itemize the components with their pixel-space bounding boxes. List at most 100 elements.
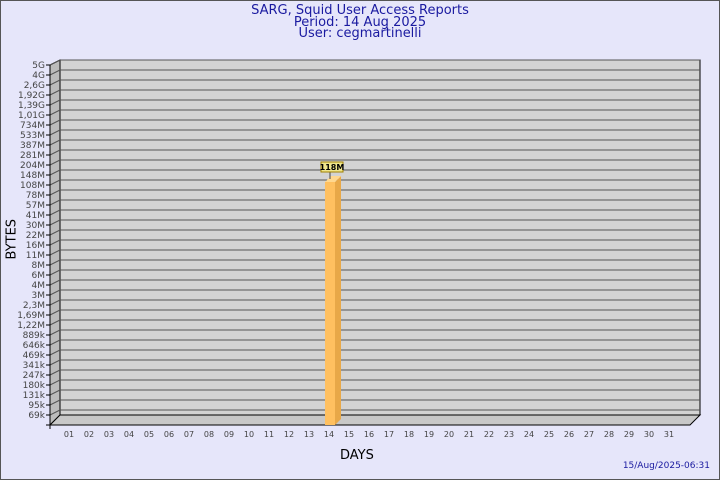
x-tick-label: 03 — [104, 430, 114, 439]
x-tick-label: 28 — [604, 430, 614, 439]
gridline-side — [49, 129, 61, 136]
y-tick-label: 204M — [20, 161, 45, 171]
y-tick-label: 131k — [23, 391, 46, 401]
gridline-side — [49, 69, 61, 76]
gridline-side — [49, 279, 61, 286]
gridline-side — [49, 259, 61, 266]
y-tick-label: 1,69M — [17, 311, 45, 321]
gridline-side — [49, 269, 61, 276]
y-axis-label: BYTES — [4, 218, 20, 260]
gridline-side — [49, 59, 61, 66]
x-tick-label: 07 — [184, 430, 194, 439]
x-tick-label: 18 — [404, 430, 414, 439]
y-tick-label: 41M — [26, 211, 45, 221]
bar-side — [335, 176, 341, 425]
y-tick-label: 30M — [26, 221, 45, 231]
gridline-side — [49, 399, 61, 406]
bar-top — [325, 176, 341, 182]
y-tick-label: 22M — [26, 231, 45, 241]
y-tick-label: 2,3M — [23, 301, 45, 311]
y-tick-label: 1,22M — [17, 321, 45, 331]
gridline-side — [49, 229, 61, 236]
gridline-side — [49, 359, 61, 366]
y-tick-label: 180k — [23, 381, 46, 391]
y-tick-label: 16M — [26, 241, 45, 251]
gridline-side — [49, 179, 61, 186]
gridline-side — [49, 199, 61, 206]
gridline-side — [49, 409, 61, 416]
y-tick-label: 148M — [20, 171, 45, 181]
y-tick-label: 387M — [20, 141, 45, 151]
gridline-side — [49, 149, 61, 156]
x-tick-label: 24 — [524, 430, 534, 439]
x-tick-label: 16 — [364, 430, 374, 439]
x-tick-label: 29 — [624, 430, 634, 439]
x-tick-label: 12 — [284, 430, 294, 439]
gridline-side — [49, 209, 61, 216]
gridline-side — [49, 189, 61, 196]
data-label-box — [320, 161, 344, 173]
x-tick-label: 05 — [144, 430, 154, 439]
y-tick-label: 1,01G — [18, 111, 45, 121]
y-tick-label: 69k — [28, 411, 45, 421]
x-tick-label: 11 — [264, 430, 274, 439]
x-tick-label: 23 — [504, 430, 514, 439]
x-tick-label: 20 — [444, 430, 454, 439]
x-tick-label: 06 — [164, 430, 174, 439]
y-tick-label: 11M — [26, 251, 45, 261]
y-tick-label: 646k — [23, 341, 46, 351]
y-tick-label: 108M — [20, 181, 45, 191]
y-tick-label: 4G — [32, 71, 45, 81]
chart-period: Period: 14 Aug 2025 — [293, 15, 427, 30]
gridline-side — [49, 299, 61, 306]
y-tick-label: 8M — [32, 261, 46, 271]
gridline-side — [49, 139, 61, 146]
gridline-side — [49, 239, 61, 246]
y-tick-label: 1,92G — [18, 91, 45, 101]
y-tick-label: 469k — [23, 351, 46, 361]
x-axis-label: DAYS — [340, 448, 374, 463]
plot-floor — [48, 414, 702, 426]
gridline-side — [49, 369, 61, 376]
x-tick-label: 31 — [664, 430, 674, 439]
x-tick-label: 30 — [644, 430, 654, 439]
y-tick-label: 57M — [26, 201, 45, 211]
gridline-side — [49, 249, 61, 256]
y-tick-label: 734M — [20, 121, 45, 131]
y-tick-label: 341k — [23, 361, 46, 371]
y-tick-label: 3M — [32, 291, 46, 301]
x-tick-label: 13 — [304, 430, 314, 439]
gridline-side — [49, 349, 61, 356]
gridline-side — [49, 219, 61, 226]
gridline-side — [49, 389, 61, 396]
x-tick-label: 01 — [64, 430, 74, 439]
x-tick-label: 15 — [344, 430, 354, 439]
x-tick-label: 19 — [424, 430, 434, 439]
gridline-side — [49, 159, 61, 166]
x-tick-label: 08 — [204, 430, 214, 439]
x-tick-label: 09 — [224, 430, 234, 439]
y-tick-label: 95k — [28, 401, 45, 411]
y-tick-label: 533M — [20, 131, 45, 141]
gridline-side — [49, 309, 61, 316]
gridline-side — [49, 289, 61, 296]
timestamp: 15/Aug/2025-06:31 — [622, 461, 710, 471]
gridline-side — [49, 339, 61, 346]
chart-user: User: cegmartinelli — [298, 26, 422, 41]
gridline-side — [49, 89, 61, 96]
x-tick-label: 10 — [244, 430, 254, 439]
chart-title: SARG, Squid User Access Reports — [251, 3, 469, 18]
x-tick-label: 04 — [124, 430, 134, 439]
plot-background — [59, 59, 701, 416]
x-tick-label: 17 — [384, 430, 394, 439]
y-tick-label: 1,39G — [18, 101, 45, 111]
x-tick-label: 21 — [464, 430, 474, 439]
y-tick-label: 889k — [23, 331, 46, 341]
x-tick-label: 25 — [544, 430, 554, 439]
gridline-side — [49, 329, 61, 336]
y-tick-label: 4M — [32, 281, 46, 291]
y-tick-label: 5G — [32, 61, 45, 71]
y-tick-label: 78M — [26, 191, 45, 201]
x-tick-label: 02 — [84, 430, 94, 439]
